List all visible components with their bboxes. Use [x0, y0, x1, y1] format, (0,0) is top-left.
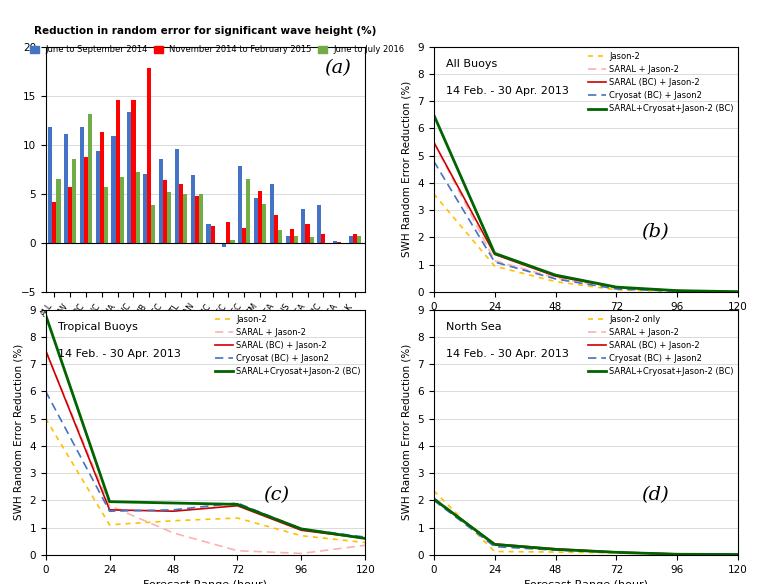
Bar: [96, 151, 100, 243]
Bar: [88, 114, 92, 243]
Bar: [56, 179, 61, 243]
Legend: June to September 2014, November 2014 to February 2015, June to July 2016: June to September 2014, November 2014 to…: [27, 42, 408, 58]
Y-axis label: SWH Random Error Reduction (%): SWH Random Error Reduction (%): [14, 344, 24, 520]
Bar: [211, 226, 215, 243]
Bar: [119, 177, 124, 243]
Bar: [333, 241, 337, 243]
Bar: [48, 127, 53, 243]
Bar: [317, 204, 321, 243]
Bar: [301, 208, 305, 243]
Bar: [274, 215, 278, 243]
Bar: [195, 196, 199, 243]
Bar: [294, 236, 298, 243]
Bar: [269, 184, 274, 243]
Bar: [84, 157, 88, 243]
Bar: [242, 228, 247, 243]
Bar: [258, 191, 262, 243]
Bar: [353, 234, 357, 243]
X-axis label: Forecast Range (hour): Forecast Range (hour): [144, 580, 267, 584]
Legend: Jason-2, SARAL + Jason-2, SARAL (BC) + Jason-2, Cryosat (BC) + Jason2, SARAL+Cry: Jason-2, SARAL + Jason-2, SARAL (BC) + J…: [584, 48, 737, 117]
Text: Tropical Buoys: Tropical Buoys: [59, 322, 139, 332]
Bar: [135, 172, 140, 243]
Text: 14 Feb. - 30 Apr. 2013: 14 Feb. - 30 Apr. 2013: [446, 349, 568, 359]
Y-axis label: SWH Random Error Reduction (%): SWH Random Error Reduction (%): [402, 344, 412, 520]
Text: (d): (d): [641, 486, 668, 504]
X-axis label: Forecast Range (hour): Forecast Range (hour): [524, 317, 648, 327]
Text: All Buoys: All Buoys: [446, 59, 497, 69]
Bar: [127, 113, 132, 243]
Bar: [175, 149, 179, 243]
Bar: [143, 174, 147, 243]
Bar: [199, 194, 203, 243]
Bar: [151, 204, 155, 243]
Bar: [305, 224, 310, 243]
Bar: [53, 201, 56, 243]
Bar: [68, 187, 72, 243]
Bar: [147, 68, 151, 243]
Bar: [231, 240, 234, 243]
Bar: [349, 236, 353, 243]
Bar: [254, 198, 258, 243]
Text: Reduction in random error for significant wave height (%): Reduction in random error for significan…: [34, 26, 377, 36]
Bar: [226, 223, 231, 243]
Bar: [100, 132, 104, 243]
Bar: [183, 194, 187, 243]
Bar: [262, 204, 266, 243]
Bar: [159, 159, 163, 243]
Bar: [310, 237, 314, 243]
Bar: [116, 100, 119, 243]
Bar: [179, 184, 183, 243]
Bar: [132, 100, 135, 243]
Bar: [321, 234, 326, 243]
Bar: [206, 224, 211, 243]
Bar: [247, 179, 250, 243]
Bar: [190, 175, 195, 243]
Legend: Jason-2, SARAL + Jason-2, SARAL (BC) + Jason-2, Cryosat (BC) + Jason2, SARAL+Cry: Jason-2, SARAL + Jason-2, SARAL (BC) + J…: [212, 311, 365, 380]
Text: (b): (b): [641, 223, 668, 241]
X-axis label: Forecast Range (hour): Forecast Range (hour): [524, 580, 648, 584]
Bar: [104, 187, 108, 243]
Text: 14 Feb. - 30 Apr. 2013: 14 Feb. - 30 Apr. 2013: [446, 86, 568, 96]
Bar: [222, 243, 226, 247]
Bar: [238, 166, 242, 243]
Bar: [80, 127, 84, 243]
Bar: [285, 236, 290, 243]
Bar: [290, 229, 294, 243]
Text: North Sea: North Sea: [446, 322, 501, 332]
Bar: [167, 192, 171, 243]
Bar: [72, 159, 76, 243]
Y-axis label: SWH Random Error Reduction (%): SWH Random Error Reduction (%): [402, 81, 412, 258]
Text: (a): (a): [323, 59, 351, 77]
Bar: [357, 236, 361, 243]
Text: (c): (c): [263, 486, 289, 504]
Bar: [163, 180, 167, 243]
Bar: [337, 242, 341, 243]
Bar: [64, 134, 68, 243]
Bar: [278, 230, 282, 243]
Bar: [111, 136, 116, 243]
Text: 14 Feb. - 30 Apr. 2013: 14 Feb. - 30 Apr. 2013: [59, 349, 181, 359]
Legend: Jason-2 only, SARAL + Jason-2, SARAL (BC) + Jason-2, Cryosat (BC) + Jason2, SARA: Jason-2 only, SARAL + Jason-2, SARAL (BC…: [584, 311, 737, 380]
